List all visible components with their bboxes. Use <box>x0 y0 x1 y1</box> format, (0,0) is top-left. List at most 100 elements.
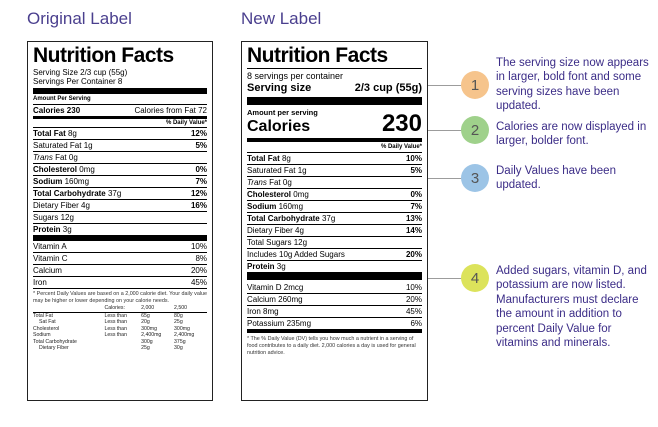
table-cell: 300g <box>141 338 153 345</box>
table-cell: 2,400mg <box>141 332 162 339</box>
nutrient-dv: 12% <box>190 129 207 138</box>
nutrient-amount: 160mg <box>64 177 90 186</box>
nutrient-amount: 3g <box>62 225 72 234</box>
callout-number: 2 <box>470 121 480 139</box>
callout-badge-3: 3 <box>461 164 489 192</box>
table-row: Total Carbohydrate 300g 375g <box>33 339 207 346</box>
table-cell: 80g <box>174 312 183 319</box>
nutrient-label: Trans <box>247 178 267 187</box>
table-cell: 2,400mg <box>174 332 195 339</box>
nutrient-label: Includes 10g Added Sugars <box>247 250 345 259</box>
table-cell: Calories: <box>104 305 125 312</box>
callout-number: 3 <box>470 169 480 187</box>
nutrient-label: Cholesterol <box>33 165 78 174</box>
vitamin-label: Vitamin D 2mcg <box>247 283 304 292</box>
table-cell: Dietary Fiber <box>39 345 69 352</box>
vitamin-label: Iron 8mg <box>247 307 279 316</box>
callout-badge-1: 1 <box>461 71 489 99</box>
nutrient-amount: 4g <box>81 201 90 210</box>
table-cell: Less than <box>104 332 127 339</box>
table-row: Dietary Fiber 25g 30g <box>33 345 207 352</box>
callout-text-4: Added sugars, vitamin D, and potassium a… <box>496 265 647 349</box>
amount-per-serving: Amount Per Serving <box>33 96 91 102</box>
callout-badge-2: 2 <box>461 116 489 144</box>
nutrient-amount: 37g <box>107 189 122 198</box>
nutrient-amount: 4g <box>295 226 304 235</box>
callout-number: 4 <box>470 269 480 287</box>
nutrient-label: Protein <box>247 262 275 271</box>
vitamin-label: Vitamin C <box>33 254 68 263</box>
serving-size-value: 2/3 cup (55g) <box>354 82 422 94</box>
table-cell: Less than <box>104 325 127 332</box>
nutrient-label: Dietary Fiber <box>247 226 293 235</box>
nutrient-label: Total Fat <box>33 129 66 138</box>
nutrient-label: Protein <box>33 225 61 234</box>
nutrient-dv: 20% <box>405 250 422 259</box>
callout-text-1: The serving size now appears in larger, … <box>496 57 649 113</box>
callout-connector <box>428 178 462 179</box>
new-nutrition-label: Nutrition Facts 8 servings per container… <box>241 41 428 401</box>
calories: Calories 230 <box>33 106 81 115</box>
vitamin-dv: 6% <box>410 319 422 328</box>
footnote: * The % Daily Value (DV) tells you how m… <box>247 336 416 357</box>
nutrient-amount: 12g <box>293 238 308 247</box>
vitamin-dv: 45% <box>405 307 422 316</box>
nutrient-amount: 8g <box>281 154 291 163</box>
nutrient-amount: Fat 0g <box>269 178 292 187</box>
nutrient-amount: 160mg <box>278 202 304 211</box>
table-cell: Total Fat <box>33 312 53 319</box>
nutrient-label: Total Sugars <box>247 238 292 247</box>
serving-size-label: Serving size <box>247 82 312 94</box>
amount-per-serving: Amount per serving <box>247 108 318 117</box>
table-cell: Total Carbohydrate <box>33 338 77 345</box>
table-row: Total Fat Less than 65g 80g <box>33 312 207 319</box>
nutrient-dv: 7% <box>410 202 422 211</box>
table-cell: Less than <box>104 319 127 326</box>
callout-connector <box>428 85 462 86</box>
label-title: Nutrition Facts <box>33 44 174 67</box>
nutrient-label: Sodium <box>33 177 63 186</box>
calories-from-fat: Calories from Fat 72 <box>134 106 207 115</box>
label-title: Nutrition Facts <box>247 44 388 67</box>
new-label-heading: New Label <box>241 9 322 28</box>
table-cell: 300mg <box>141 325 157 332</box>
nutrient-label: Saturated Fat <box>33 141 82 150</box>
nutrient-dv: 13% <box>405 214 422 223</box>
vitamin-dv: 20% <box>190 266 207 275</box>
nutrient-label: Dietary Fiber <box>33 201 79 210</box>
nutrient-amount: 1g <box>83 141 93 150</box>
table-cell: 375g <box>174 338 186 345</box>
table-cell: Less than <box>104 312 127 319</box>
table-cell: 20g <box>141 319 150 326</box>
vitamin-label: Iron <box>33 278 47 287</box>
daily-values-table: Calories: 2,000 2,500 Total Fat Less than… <box>33 305 207 352</box>
serving-size: Serving Size 2/3 cup (55g) <box>33 68 128 77</box>
nutrient-amount: 3g <box>276 262 286 271</box>
nutrient-label: Saturated Fat <box>247 166 296 175</box>
vitamin-dv: 10% <box>405 283 422 292</box>
nutrient-dv: 0% <box>195 165 207 174</box>
nutrient-amount: 0mg <box>293 190 309 199</box>
callout-text-2: Calories are now displayed in larger, bo… <box>496 121 647 148</box>
nutrient-label: Sodium <box>247 202 277 211</box>
nutrient-amount: 12g <box>60 213 74 222</box>
table-cell <box>33 305 104 312</box>
nutrient-dv: 12% <box>190 189 207 198</box>
nutrient-amount: 8g <box>67 129 77 138</box>
nutrient-dv: 0% <box>410 190 422 199</box>
table-cell: 30g <box>174 345 183 352</box>
nutrient-amount: 0mg <box>79 165 95 174</box>
nutrient-label: Sugars <box>33 213 59 222</box>
table-cell: 25g <box>141 345 150 352</box>
table-cell: Sat Fat <box>39 319 56 326</box>
table-cell: 2,000 <box>141 305 155 312</box>
vitamin-dv: 45% <box>190 278 207 287</box>
nutrient-label: Cholesterol <box>247 190 292 199</box>
nutrient-dv: 5% <box>195 141 207 150</box>
table-cell: 65g <box>141 312 150 319</box>
table-cell: 300mg <box>174 325 190 332</box>
nutrient-dv: 16% <box>190 201 207 210</box>
callout-connector <box>428 278 462 279</box>
nutrient-label: Trans <box>33 153 53 162</box>
vitamin-label: Potassium 235mg <box>247 319 312 328</box>
